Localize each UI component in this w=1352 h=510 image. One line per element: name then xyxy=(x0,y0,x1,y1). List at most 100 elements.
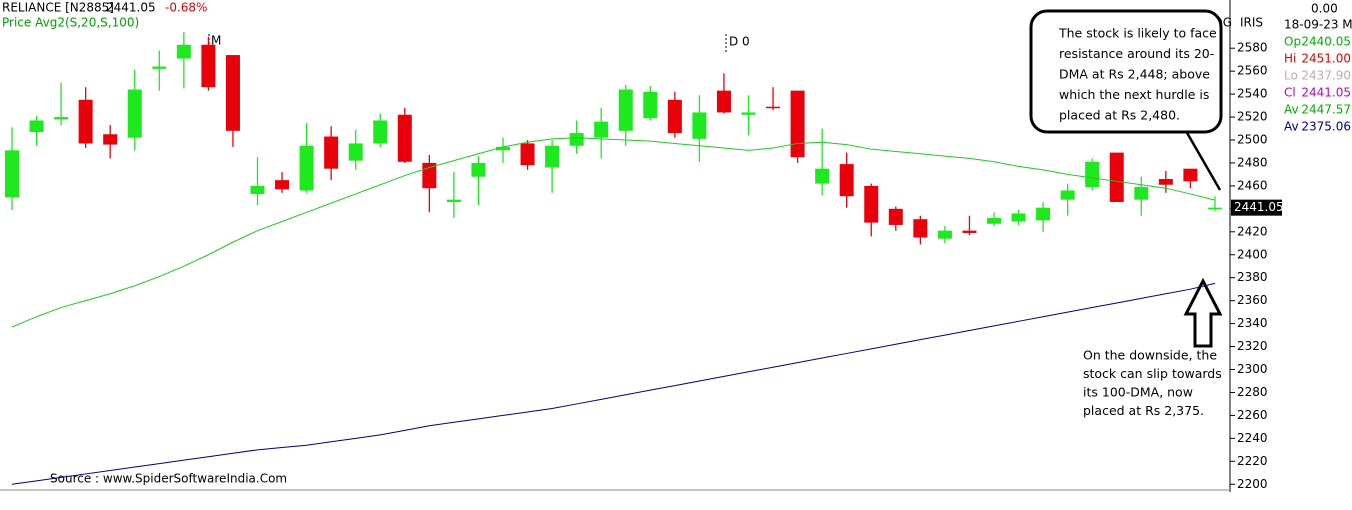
candle-body xyxy=(250,185,265,194)
candle-body xyxy=(348,143,363,161)
info-value: 2437.90 xyxy=(1301,69,1351,83)
y-tick-label: 2380 xyxy=(1237,270,1268,284)
y-tick-label: 2340 xyxy=(1237,316,1268,330)
candle-body xyxy=(913,219,928,238)
candle-body xyxy=(937,230,952,239)
candle-body xyxy=(790,90,805,158)
marker-d: D 0 xyxy=(729,35,750,49)
info-date: 18-09-23 Mo xyxy=(1284,18,1352,32)
candle-body xyxy=(5,150,19,198)
candle-body xyxy=(692,112,707,139)
candle-body xyxy=(275,180,290,190)
last-price-box xyxy=(1231,199,1282,216)
candle-body xyxy=(815,168,830,184)
y-tick-label: 2220 xyxy=(1237,454,1268,468)
marker-m: M xyxy=(211,34,221,48)
candle-body xyxy=(496,146,510,151)
candle-body xyxy=(176,44,191,59)
change: -0.68% xyxy=(165,1,207,15)
y-tick-label: 2540 xyxy=(1237,87,1268,101)
annotation-line: placed at Rs 2,480. xyxy=(1059,108,1180,123)
candle-body xyxy=(618,89,633,131)
candle-body xyxy=(520,143,535,166)
y-tick-label: 2420 xyxy=(1237,224,1268,238)
annotation-line: which the next hurdle is xyxy=(1059,87,1209,102)
y-tick-label: 2200 xyxy=(1237,477,1268,491)
y-tick-label: 2400 xyxy=(1237,247,1268,261)
info-label: Op xyxy=(1284,35,1301,49)
candle-body xyxy=(1207,207,1222,210)
y-tick-label: 2520 xyxy=(1237,110,1268,124)
info-value: 2451.00 xyxy=(1301,52,1351,66)
info-value: 2441.05 xyxy=(1301,86,1351,100)
candle-body xyxy=(594,121,609,138)
annotation-line: placed at Rs 2,375. xyxy=(1083,403,1204,418)
candle-body xyxy=(766,106,781,109)
candle-body xyxy=(152,66,167,69)
info-label: Hi xyxy=(1284,52,1296,66)
candle-body xyxy=(127,89,142,138)
candle-body xyxy=(29,120,44,132)
moving-average-line xyxy=(11,282,1216,485)
last-price-label: 2441.05 xyxy=(1234,200,1284,214)
annotation-line: stock can slip towards xyxy=(1083,366,1222,381)
candle-body xyxy=(569,133,584,146)
y-tick-label: 2500 xyxy=(1237,133,1268,147)
candle-body xyxy=(201,44,216,88)
indicator: Price Avg2(S,20,S,100) xyxy=(2,16,139,30)
candle-body xyxy=(299,145,314,191)
y-tick-label: 2580 xyxy=(1237,41,1268,55)
candle-body xyxy=(864,185,879,223)
candle-body xyxy=(103,134,118,145)
y-tick-label: 2360 xyxy=(1237,293,1268,307)
moving-average-line xyxy=(11,137,1216,328)
panel-label: IRIS xyxy=(1240,16,1263,30)
info-value: 2375.06 xyxy=(1301,120,1351,134)
candle-body xyxy=(1134,187,1149,200)
candle-body xyxy=(225,55,240,131)
candle-body xyxy=(422,162,437,189)
info-value: 2440.05 xyxy=(1301,35,1351,49)
candle-body xyxy=(888,208,903,225)
candle-body xyxy=(987,218,1001,224)
y-tick-label: 2560 xyxy=(1237,64,1268,78)
candle-body xyxy=(78,99,93,144)
y-tick-label: 2460 xyxy=(1237,178,1268,192)
candle-body xyxy=(446,199,461,202)
y-tick-label: 2300 xyxy=(1237,362,1268,376)
candle-body xyxy=(545,145,560,168)
candle-body xyxy=(741,112,756,115)
candle-body xyxy=(716,90,731,113)
info-label: Av xyxy=(1284,120,1299,134)
info-label: Cl xyxy=(1284,86,1296,100)
symbol: RELIANCE [N2885] xyxy=(2,1,114,15)
candle-body xyxy=(1109,152,1124,202)
candle-body xyxy=(1011,213,1026,222)
candle-body xyxy=(373,120,388,144)
info-value: 2447.57 xyxy=(1301,103,1351,117)
candle-body xyxy=(1158,179,1173,185)
candle-body xyxy=(1183,168,1198,182)
candle-body xyxy=(54,117,69,120)
y-tick-label: 2480 xyxy=(1237,155,1268,169)
y-tick-label: 2320 xyxy=(1237,339,1268,353)
annotation-line: resistance around its 20- xyxy=(1059,46,1214,61)
info-label: Av xyxy=(1284,103,1299,117)
up-arrow xyxy=(1183,277,1223,348)
last-price: 2441.05 xyxy=(106,1,156,15)
y-tick-label: 2280 xyxy=(1237,385,1268,399)
source: Source : www.SpiderSoftwareIndia.Com xyxy=(50,472,287,486)
candle-body xyxy=(1060,190,1075,200)
y-tick-label: 2240 xyxy=(1237,431,1268,445)
callout-pointer xyxy=(1184,130,1222,191)
candle-body xyxy=(962,230,977,233)
y-tick-label: 2260 xyxy=(1237,408,1268,422)
candle-body xyxy=(324,136,339,169)
candle-body xyxy=(1036,207,1051,221)
annotation-line: DMA at Rs 2,448; above xyxy=(1059,67,1210,82)
candle-body xyxy=(471,162,486,177)
annotation-line: its 100-DMA, now xyxy=(1083,385,1193,400)
candle-body xyxy=(643,91,658,119)
candle-body xyxy=(667,99,682,134)
